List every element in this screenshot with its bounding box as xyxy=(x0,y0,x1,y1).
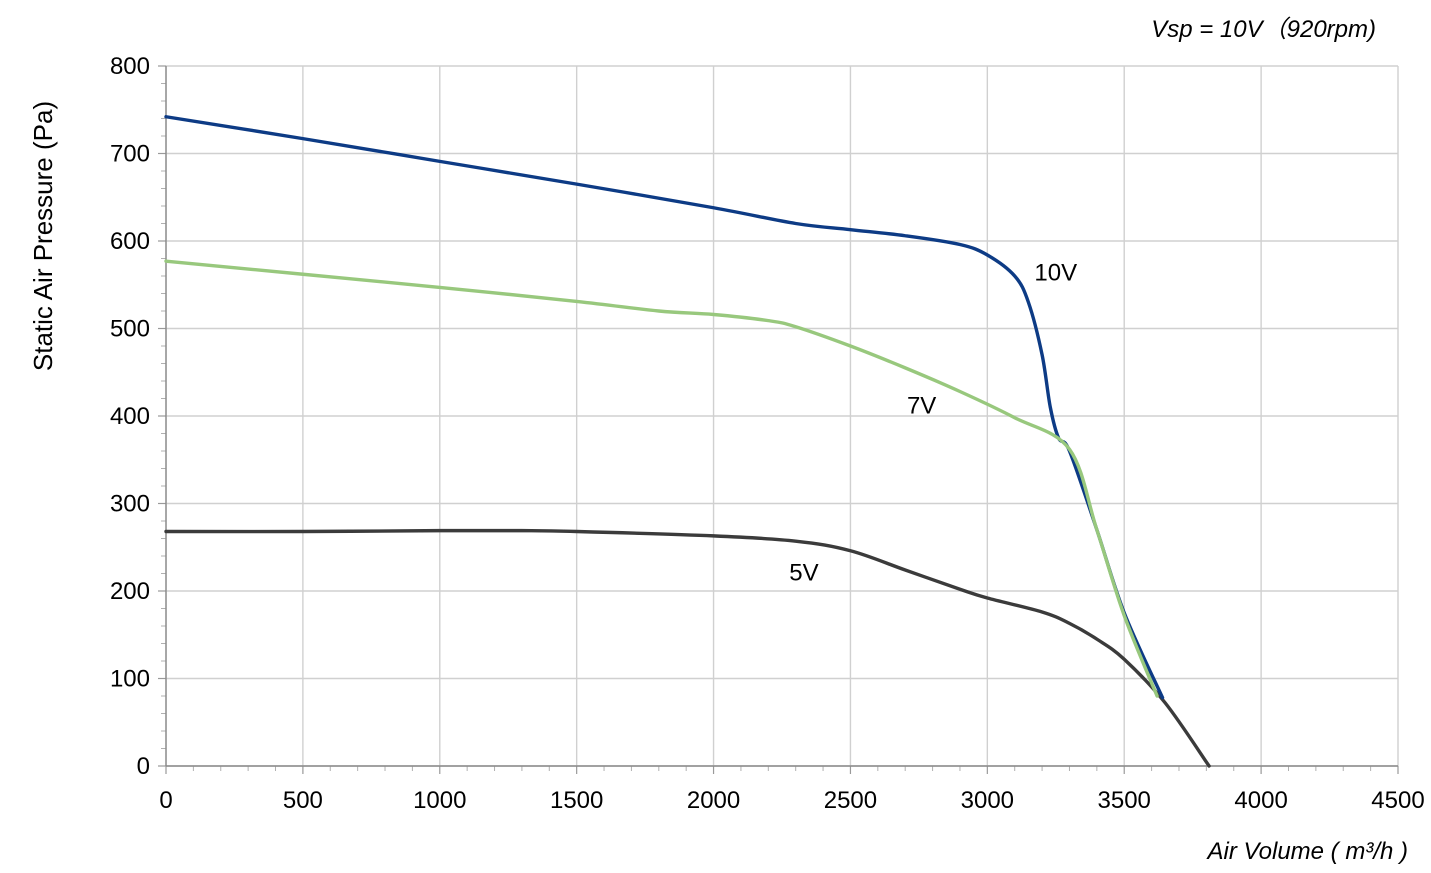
x-tick-label: 1500 xyxy=(550,787,603,814)
x-tick-label: 2000 xyxy=(687,787,740,814)
axes: 0 500 1000 1500 2000 2500 3000 3500 4000 4500 0 100… xyxy=(110,53,1425,814)
y-tick-label: 400 xyxy=(110,403,150,430)
series-line-10v xyxy=(164,115,1165,700)
labels-layer: 10V 7V 5V xyxy=(789,259,1077,586)
y-tick-label: 600 xyxy=(110,228,150,255)
x-tick-label: 1000 xyxy=(413,787,466,814)
chart-subtitle: Vsp = 10V（920rpm) xyxy=(1151,16,1376,43)
y-tick-label: 800 xyxy=(110,53,150,80)
x-tick-label: 4500 xyxy=(1371,787,1424,814)
x-tick-label: 3500 xyxy=(1098,787,1151,814)
series-label-7v: 7V xyxy=(907,392,936,419)
x-tick-label: 0 xyxy=(159,787,172,814)
series-label-10v: 10V xyxy=(1034,259,1077,286)
y-tick-label: 700 xyxy=(110,141,150,168)
y-axis-title: Static Air Pressure (Pa) xyxy=(28,101,58,371)
series-line-5v xyxy=(164,528,1211,768)
x-tick-label: 500 xyxy=(283,787,323,814)
x-tick-label: 3000 xyxy=(961,787,1014,814)
grid xyxy=(165,65,1399,767)
y-tick-label: 200 xyxy=(110,578,150,605)
x-axis-title: Air Volume ( m³/h ) xyxy=(1206,838,1408,865)
series-line-7v xyxy=(164,259,1159,698)
y-tick-label: 0 xyxy=(137,753,150,780)
y-tick-label: 100 xyxy=(110,666,150,693)
y-tick-label: 500 xyxy=(110,316,150,343)
series-layer xyxy=(164,115,1211,768)
series-label-5v: 5V xyxy=(789,560,818,587)
x-tick-label: 2500 xyxy=(824,787,877,814)
x-tick-label: 4000 xyxy=(1234,787,1287,814)
y-tick-label: 300 xyxy=(110,491,150,518)
